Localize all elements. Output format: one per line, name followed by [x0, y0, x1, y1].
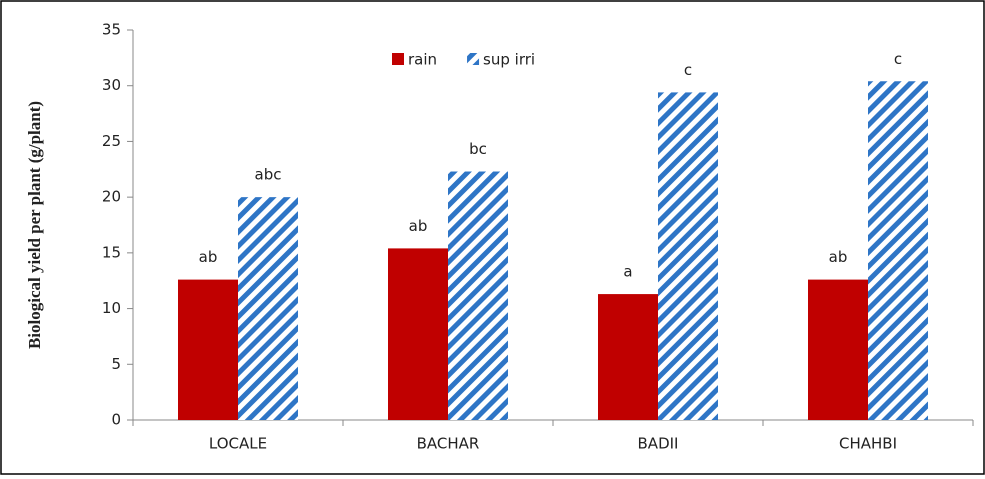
y-tick-label: 25: [102, 132, 121, 150]
bar: [808, 279, 868, 420]
bar: [178, 279, 238, 420]
bar: [598, 294, 658, 420]
legend-swatch: [467, 53, 480, 65]
x-tick-label: BACHAR: [417, 435, 480, 453]
y-axis-title: Biological yield per plant (g/plant): [25, 101, 44, 349]
y-tick-label: 0: [111, 411, 121, 429]
y-tick-label: 15: [102, 243, 121, 261]
bar: [238, 197, 298, 420]
letter-label: c: [894, 50, 902, 68]
letter-label: ab: [829, 248, 848, 266]
y-tick-label: 5: [111, 355, 121, 373]
x-tick-label: BADII: [638, 435, 679, 453]
y-tick-label: 35: [102, 21, 121, 39]
letter-label: bc: [469, 140, 487, 158]
letter-label: c: [684, 61, 692, 79]
legend-swatch: [392, 53, 404, 65]
y-tick-label: 30: [102, 76, 121, 94]
bar: [658, 92, 718, 421]
legend-label: rain: [408, 51, 437, 69]
x-tick-label: CHAHBI: [839, 435, 897, 453]
letter-label: ab: [199, 248, 218, 266]
y-tick-label: 20: [102, 188, 121, 206]
x-tick-label: LOCALE: [209, 435, 267, 453]
bar: [448, 171, 508, 420]
bar: [388, 248, 448, 420]
legend-label: sup irri: [483, 51, 535, 69]
y-tick-label: 10: [102, 299, 121, 317]
letter-label: a: [623, 263, 632, 281]
letter-label: ab: [409, 217, 428, 235]
letter-label: abc: [255, 166, 282, 184]
bar: [868, 81, 928, 420]
